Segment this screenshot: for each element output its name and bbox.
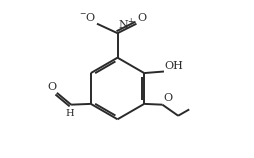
Text: O: O <box>47 82 56 92</box>
Text: $^{-}$O: $^{-}$O <box>79 11 96 23</box>
Text: O: O <box>163 93 172 103</box>
Text: N$^{+}$: N$^{+}$ <box>118 17 136 32</box>
Text: OH: OH <box>165 61 184 71</box>
Text: H: H <box>65 109 74 118</box>
Text: O: O <box>137 13 146 23</box>
